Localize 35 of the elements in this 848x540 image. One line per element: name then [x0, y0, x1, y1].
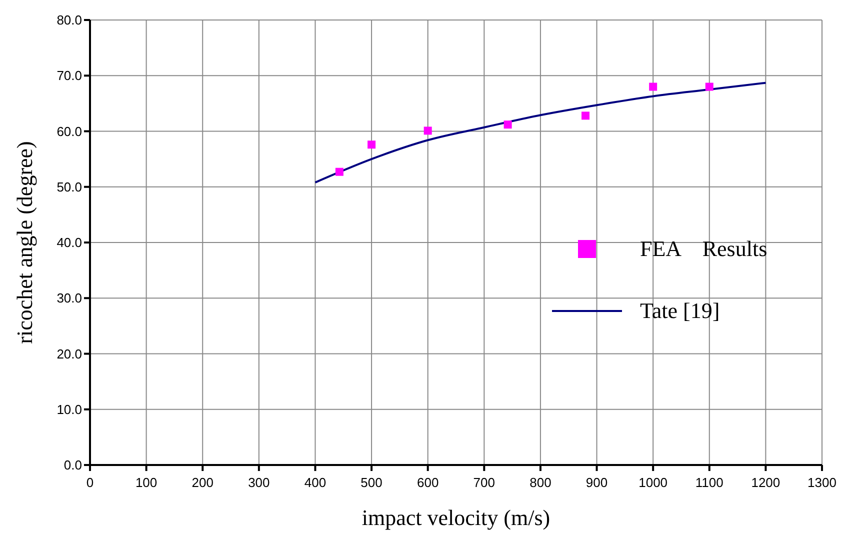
y-tick-label: 80.0	[56, 12, 82, 28]
y-tick-label: 30.0	[56, 290, 82, 306]
y-tick-label: 70.0	[56, 68, 82, 84]
x-tick-label: 800	[530, 475, 552, 490]
x-tick-label: 400	[304, 475, 326, 490]
point	[705, 82, 714, 91]
point	[368, 140, 376, 149]
x-axis-title: impact velocity (m/s)	[362, 505, 550, 530]
point	[504, 120, 512, 129]
x-tick-label: 700	[473, 475, 496, 490]
x-tick-label: 300	[248, 475, 270, 490]
point	[582, 112, 590, 120]
x-tick-label: 500	[360, 475, 382, 490]
point	[335, 168, 344, 176]
x-tick-label: 600	[416, 475, 439, 490]
y-tick-label: 0.0	[64, 458, 82, 473]
legend-label: FEA Results	[640, 235, 768, 263]
x-tick-label: 1100	[695, 475, 724, 490]
x-tick-label: 100	[135, 475, 158, 490]
point	[649, 82, 658, 91]
y-tick-label: 40.0	[56, 235, 82, 250]
y-tick-label: 60.0	[56, 124, 82, 139]
x-tick-label: 1000	[638, 475, 668, 490]
x-tick-label: 0	[86, 475, 94, 490]
point	[424, 126, 432, 135]
y-tick-label: 50.0	[56, 179, 82, 194]
y-tick-label: 10.0	[56, 402, 82, 417]
x-tick-label: 1300	[808, 475, 836, 490]
x-tick-label: 1200	[751, 475, 780, 490]
line-series	[314, 82, 767, 184]
legend-label: Tate [19]	[640, 298, 720, 324]
x-tick-label: 900	[586, 475, 608, 490]
y-tick-label: 20.0	[56, 346, 82, 362]
x-tick-label: 200	[192, 475, 214, 490]
y-axis-title: ricochet angle (degree)	[12, 141, 37, 344]
